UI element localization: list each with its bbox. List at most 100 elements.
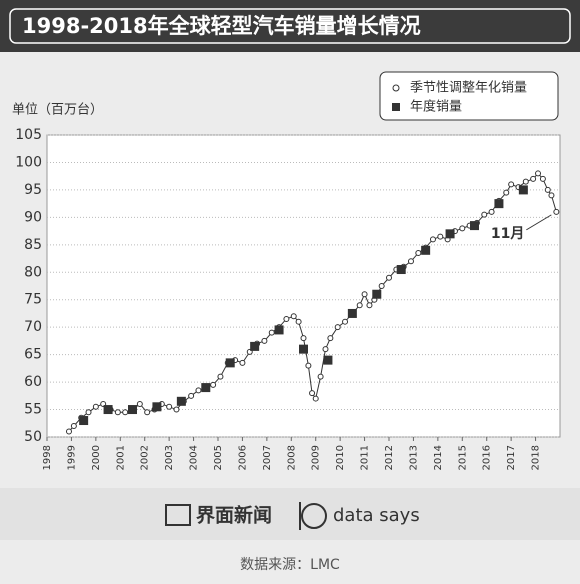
- legend-label: 年度销量: [410, 99, 462, 115]
- sa-marker: [305, 362, 312, 369]
- sa-marker: [70, 423, 77, 430]
- sa-marker: [92, 403, 99, 410]
- legend-box: [379, 71, 559, 121]
- sa-marker: [459, 225, 466, 232]
- sa-marker: [317, 373, 324, 380]
- x-tick-label: 2013: [408, 445, 419, 470]
- y-tick-label: 55: [24, 402, 42, 418]
- annual-marker: [201, 383, 211, 393]
- annotation: 11月: [491, 226, 524, 242]
- x-tick-label: 2003: [164, 445, 175, 470]
- sa-marker: [261, 337, 268, 344]
- sa-marker: [268, 329, 275, 336]
- y-tick-label: 75: [24, 292, 42, 308]
- sa-marker: [356, 302, 363, 309]
- sa-marker: [210, 381, 217, 388]
- sa-marker: [195, 387, 202, 394]
- sa-marker: [481, 211, 488, 218]
- y-tick-label: 100: [15, 154, 42, 170]
- legend-label: 季节性调整年化销量: [410, 81, 527, 96]
- y-tick-label: 105: [15, 127, 42, 143]
- x-tick-label: 2016: [482, 445, 493, 470]
- annual-marker: [396, 265, 406, 275]
- sa-marker: [173, 406, 180, 413]
- x-tick-label: 2006: [237, 445, 248, 470]
- y-tick-label: 60: [24, 374, 42, 390]
- sa-marker: [488, 208, 495, 215]
- sa-marker: [378, 283, 385, 289]
- x-tick-label: 2012: [384, 445, 395, 470]
- x-tick-label: 2002: [140, 445, 151, 470]
- annual-marker: [518, 185, 528, 195]
- sa-marker: [334, 324, 341, 331]
- y-tick-label: 70: [24, 319, 42, 335]
- sa-marker: [429, 236, 436, 243]
- sa-marker: [508, 181, 515, 188]
- x-tick-label: 2014: [433, 445, 444, 470]
- x-tick-label: 1999: [66, 445, 77, 470]
- sa-marker: [322, 346, 329, 353]
- annual-marker: [372, 289, 382, 299]
- plot-area: [46, 134, 561, 438]
- sa-marker: [312, 395, 319, 402]
- y-axis-label: 单位（百万台）: [12, 103, 103, 118]
- sa-marker: [539, 175, 546, 182]
- sa-marker: [530, 175, 537, 182]
- x-tick-label: 2007: [262, 445, 273, 470]
- annual-marker: [103, 405, 113, 415]
- sa-marker: [300, 335, 307, 342]
- partner-icon: [301, 503, 327, 529]
- annual-marker: [347, 308, 357, 318]
- annual-marker: [176, 396, 186, 406]
- annual-marker: [152, 402, 162, 412]
- sa-marker: [309, 390, 316, 397]
- annual-marker: [299, 344, 308, 354]
- sa-marker: [65, 428, 72, 435]
- annual-marker: [225, 358, 235, 368]
- sa-marker: [548, 192, 555, 199]
- x-tick-label: 2004: [189, 445, 200, 470]
- sa-marker: [283, 315, 290, 322]
- annual-marker: [494, 199, 504, 209]
- footer: 界面新闻 data says 数据来源：LMC: [0, 488, 580, 573]
- x-tick-label: 2005: [213, 445, 224, 470]
- y-tick-label: 90: [24, 209, 42, 225]
- sa-marker: [437, 233, 444, 240]
- brand-icon: [165, 504, 191, 526]
- sa-marker: [407, 258, 414, 265]
- annual-marker: [323, 355, 333, 365]
- sa-marker: [295, 318, 302, 325]
- annual-marker: [445, 229, 455, 239]
- x-tick-label: 2015: [457, 445, 468, 470]
- y-tick-label: 50: [24, 429, 42, 445]
- sa-marker: [144, 409, 151, 416]
- annual-marker: [128, 405, 137, 415]
- y-tick-label: 85: [24, 237, 42, 253]
- sa-marker: [122, 409, 129, 416]
- annual-marker: [79, 416, 89, 426]
- x-tick-label: 2017: [506, 445, 517, 470]
- x-tick-label: 2008: [286, 445, 297, 470]
- annual-marker: [274, 325, 284, 335]
- legend-marker: [392, 84, 400, 92]
- legend-marker: [392, 103, 400, 111]
- sa-marker: [553, 208, 560, 215]
- brand: 界面新闻: [196, 504, 272, 527]
- x-tick-label: 2011: [360, 445, 371, 470]
- annual-marker: [470, 221, 479, 231]
- sa-marker: [386, 274, 392, 281]
- sa-marker: [85, 409, 92, 416]
- sa-marker: [415, 250, 422, 257]
- sa-marker: [327, 335, 334, 342]
- x-tick-label: 2010: [335, 445, 346, 470]
- sa-marker: [188, 392, 195, 399]
- annual-marker: [250, 341, 260, 351]
- sa-marker: [361, 291, 368, 298]
- x-tick-label: 2001: [115, 445, 126, 470]
- y-tick-label: 95: [24, 182, 42, 198]
- sa-marker: [535, 170, 542, 177]
- annual-marker: [421, 245, 431, 255]
- x-tick-label: 2000: [91, 445, 102, 470]
- partner: data says: [333, 505, 420, 526]
